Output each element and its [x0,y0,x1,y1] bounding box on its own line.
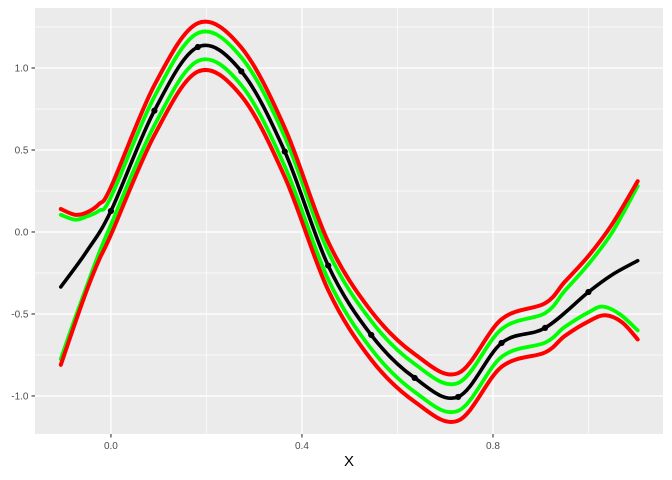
data-point [281,148,288,155]
x-tick-label: 0.8 [486,441,500,452]
data-point [541,324,549,332]
y-tick-label: 0.0 [15,227,29,238]
data-point [585,288,592,296]
series-mean-line [59,43,640,401]
data-point [107,207,115,215]
y-tick-label: -1.0 [11,391,29,402]
x-tick-label: 0.4 [295,441,309,452]
panel-background [35,8,663,434]
y-tick-label: 1.0 [15,64,29,75]
series-band-red-lower [58,68,640,424]
data-point [498,339,505,347]
series-band-green-upper [58,29,640,387]
data-point [238,68,245,75]
y-tick-label: 0.5 [15,146,29,157]
series-band-red-upper [58,19,640,377]
series-band-green-lower [58,57,640,415]
data-point [325,262,332,269]
x-tick-label: 0.0 [104,441,118,452]
x-axis-title: X [343,453,354,470]
data-point [455,393,462,401]
y-tick-label: -0.5 [11,309,29,320]
data-point [368,331,375,339]
data-point [151,107,158,114]
data-point [411,374,418,382]
data-point [194,43,201,51]
